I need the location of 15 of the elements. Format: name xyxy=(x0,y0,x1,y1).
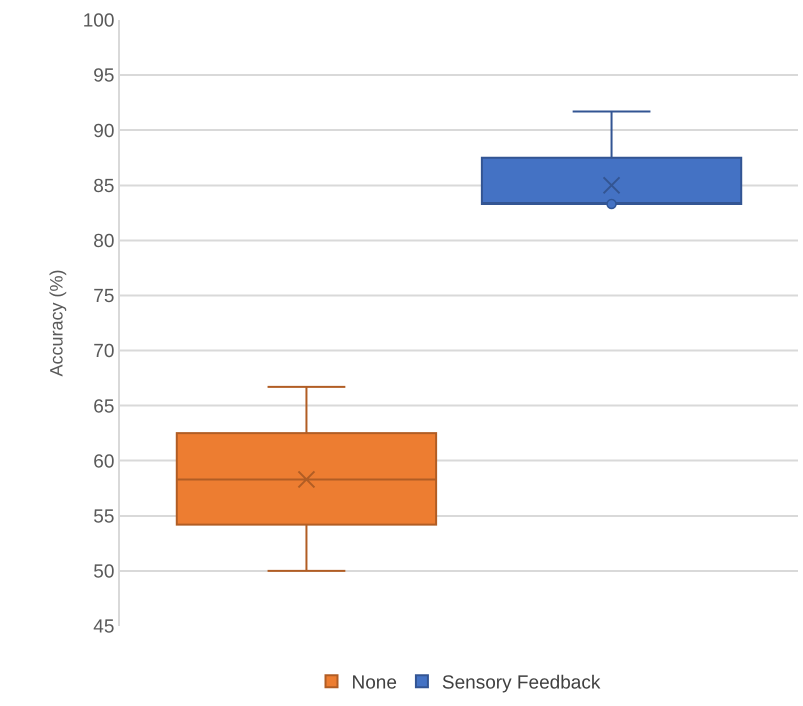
y-tick-label: 75 xyxy=(93,286,114,308)
y-tick-label: 90 xyxy=(93,120,114,142)
y-tick-label: 60 xyxy=(93,451,114,472)
y-tick-label: 65 xyxy=(93,396,114,418)
y-tick-label: 95 xyxy=(93,66,114,87)
y-tick-label: 100 xyxy=(82,10,114,32)
legend-label: Sensory Feedback xyxy=(442,672,601,694)
y-tick-label: 50 xyxy=(93,562,114,583)
y-axis-title: Accuracy (%) xyxy=(46,269,66,377)
y-tick-label: 85 xyxy=(93,176,114,197)
y-tick-label: 80 xyxy=(93,231,114,252)
y-tick-label: 45 xyxy=(93,616,114,638)
y-tick-label: 55 xyxy=(93,506,114,528)
y-tick-label: 70 xyxy=(93,341,114,362)
legend-label: None xyxy=(352,672,397,694)
